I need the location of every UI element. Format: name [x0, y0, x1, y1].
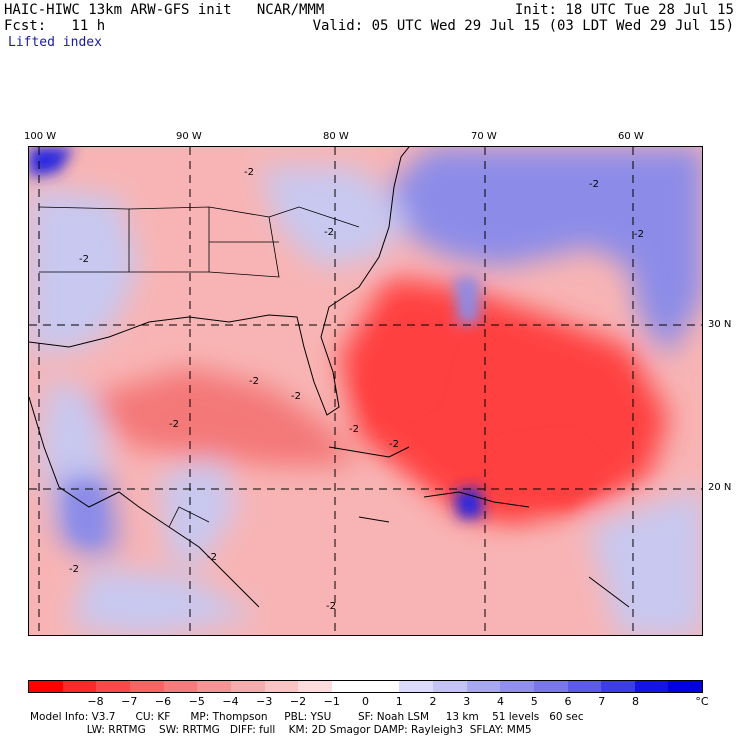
legend-tick-label: 0 — [362, 695, 369, 708]
legend-tick-label: −2 — [289, 695, 307, 708]
legend-swatch — [533, 681, 568, 692]
legend-tick-label: −5 — [188, 695, 205, 708]
legend-swatch — [163, 681, 198, 692]
legend-swatch — [331, 681, 366, 692]
legend-tick-label: −6 — [154, 695, 172, 708]
field-region — [454, 277, 479, 325]
contour-label: -2 — [69, 564, 79, 575]
legend-swatch — [668, 681, 703, 692]
field-region — [159, 457, 239, 567]
field-region — [454, 487, 484, 519]
contour-label: -2 — [207, 552, 217, 563]
forecast-hour: Fcst: 11 h — [4, 18, 106, 34]
valid-time: Valid: 05 UTC Wed 29 Jul 15 (03 LDT Wed … — [312, 18, 734, 34]
legend-swatch — [634, 681, 669, 692]
legend-swatch — [264, 681, 299, 692]
contour-labels: -2 -2 -2 -2 -2 -2 -2 -2 -2 -2 -2 -2 -2 — [69, 167, 644, 612]
legend-unit: °C — [695, 695, 709, 708]
legend-swatch — [466, 681, 501, 692]
contour-label: -2 — [291, 391, 301, 402]
field-region — [69, 567, 259, 635]
contour-label: -2 — [324, 227, 334, 238]
contour-label: -2 — [244, 167, 254, 178]
legend-swatch — [298, 681, 332, 692]
legend-swatch — [601, 681, 635, 692]
field-region — [29, 147, 74, 177]
legend-tick-label: −8 — [87, 695, 104, 708]
legend-swatch — [29, 681, 63, 692]
field-region — [259, 167, 409, 267]
contour-label: -2 — [349, 424, 359, 435]
legend-tick-label: 7 — [598, 695, 606, 708]
legend-tick-label: −4 — [222, 695, 239, 708]
contour-label: -2 — [169, 419, 179, 430]
lon-label-80w: 80 W — [323, 131, 349, 142]
lon-label-100w: 100 W — [24, 131, 57, 142]
legend-tick-label: 4 — [497, 695, 504, 708]
legend-swatch — [197, 681, 231, 692]
legend-swatch — [230, 681, 265, 692]
contour-label: -2 — [249, 376, 259, 387]
legend-tick-label: 2 — [429, 695, 437, 708]
legend-swatch — [96, 681, 130, 692]
legend-tick-label: −1 — [323, 695, 340, 708]
contour-label: -2 — [389, 439, 399, 450]
contour-label: -2 — [79, 254, 89, 265]
field-region — [69, 487, 99, 542]
legend-tick-label: 5 — [530, 695, 538, 708]
legend-swatch — [62, 681, 97, 692]
legend-tick-label: 3 — [463, 695, 471, 708]
model-info-line1: Model Info: V3.7 CU: KF MP: Thompson PBL… — [30, 711, 584, 723]
contour-label: -2 — [634, 229, 644, 240]
lat-lon-grid — [29, 147, 702, 635]
field-region — [229, 477, 589, 617]
lon-label-90w: 90 W — [176, 131, 202, 142]
field-region — [359, 317, 449, 427]
coastlines — [29, 147, 630, 608]
state-borders — [38, 206, 360, 528]
legend-swatch — [365, 681, 400, 692]
legend-swatch — [399, 681, 433, 692]
legend-tick-label: −7 — [121, 695, 138, 708]
legend-swatch — [432, 681, 467, 692]
legend-swatch — [567, 681, 602, 692]
model-info-line2: LW: RRTMG SW: RRTMG DIFF: full KM: 2D Sm… — [30, 724, 532, 736]
field-name: Lifted index — [8, 35, 102, 50]
lifted-index-map: -2 -2 -2 -2 -2 -2 -2 -2 -2 -2 -2 -2 -2 — [28, 146, 703, 636]
init-time: Init: 18 UTC Tue 28 Jul 15 — [514, 2, 734, 18]
lon-label-70w: 70 W — [471, 131, 497, 142]
legend-tick-label: 6 — [564, 695, 572, 708]
field-region — [389, 147, 702, 357]
legend-tick-label: 8 — [632, 695, 639, 708]
color-legend — [28, 680, 703, 693]
lat-label-20n: 20 N — [708, 482, 732, 493]
field-region — [89, 367, 359, 467]
legend-swatch — [129, 681, 164, 692]
contour-label: -2 — [589, 179, 599, 190]
lon-label-60w: 60 W — [618, 131, 644, 142]
legend-swatch — [500, 681, 534, 692]
model-title: HAIC-HIWC 13km ARW-GFS init NCAR/MMM — [4, 2, 325, 18]
lat-label-30n: 30 N — [708, 319, 732, 330]
legend-tick-label: 1 — [395, 695, 403, 708]
contour-label: -2 — [326, 601, 336, 612]
legend-tick-label: −3 — [256, 695, 273, 708]
